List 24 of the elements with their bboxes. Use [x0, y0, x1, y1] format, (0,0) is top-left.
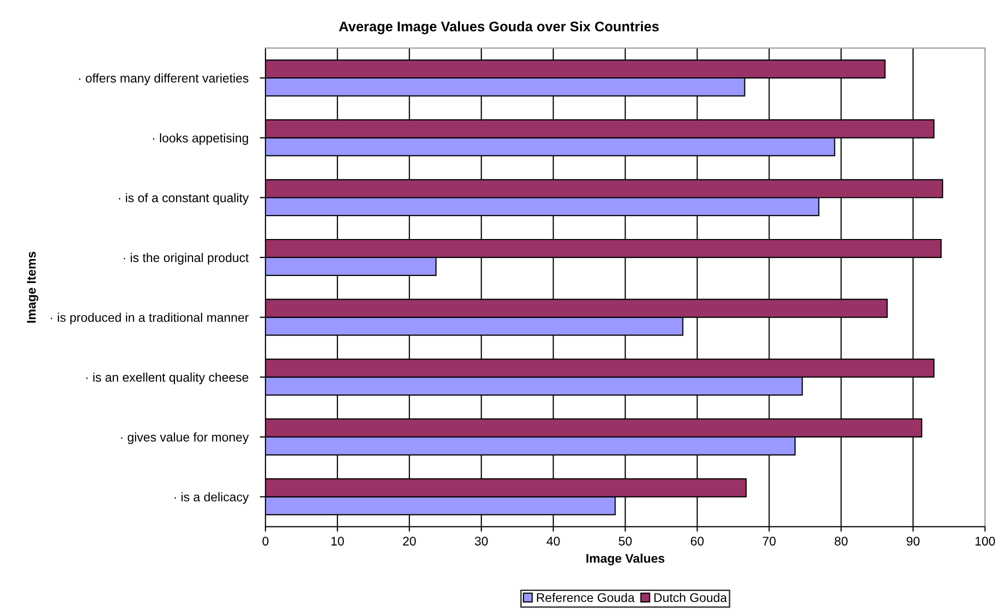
x-tick-label: 20 [403, 536, 416, 546]
x-tick-label: 10 [331, 536, 344, 546]
x-tick-label: 40 [546, 536, 560, 546]
x-axis-title: Image Values [586, 554, 664, 566]
y-tick-label: · is an exellent quality cheese [86, 372, 248, 384]
y-tick-label: · is produced in a traditional manner [50, 312, 249, 324]
x-tick-label: 70 [762, 536, 776, 546]
y-tick-label: · is a delicacy [174, 492, 249, 504]
y-tick-label: · is the original product [124, 252, 249, 265]
y-axis-title: Image Items [27, 252, 38, 323]
legend-label: Reference Gouda [536, 592, 635, 602]
x-tick-label: 60 [690, 536, 704, 546]
x-tick-label: 50 [618, 536, 632, 546]
y-tick-label: · offers many different varieties [79, 73, 248, 86]
x-tick-label: 80 [834, 536, 848, 546]
legend-label: Dutch Gouda [654, 592, 728, 602]
y-tick-label: · looks appetising [153, 133, 248, 145]
y-tick-label: · is of a constant quality [118, 193, 249, 205]
x-tick-label: 90 [906, 536, 920, 546]
x-tick-label: 30 [474, 536, 488, 546]
y-tick-label: · gives value for money [121, 432, 249, 444]
x-tick-label: 0 [262, 536, 268, 546]
chart-title: Average Image Values Gouda over Six Countries [339, 21, 659, 34]
x-tick-label: 100 [976, 536, 995, 546]
